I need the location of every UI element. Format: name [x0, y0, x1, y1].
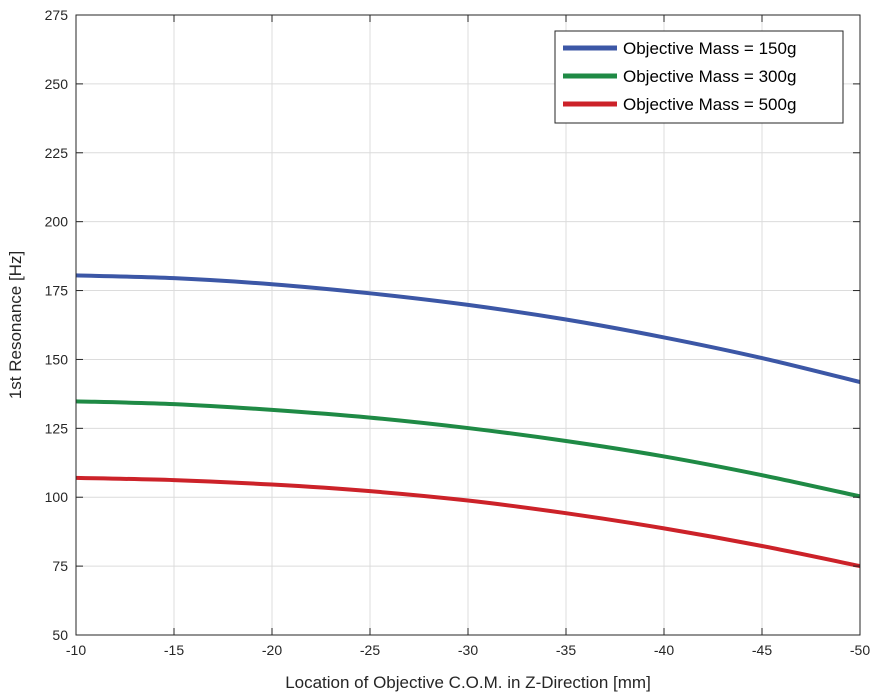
y-tick-label: 150: [45, 351, 69, 367]
legend-label-1: Objective Mass = 150g: [623, 39, 796, 58]
x-tick-label: -35: [556, 642, 576, 658]
series-lines: [75, 273, 861, 569]
y-tick-label: 200: [45, 214, 69, 230]
y-tick-label: 75: [52, 558, 68, 574]
y-tick-label: 250: [45, 76, 69, 92]
x-tick-label: -20: [262, 642, 282, 658]
y-tick-label: 225: [45, 145, 69, 161]
axis-ticks: [75, 14, 861, 636]
y-tick-label: 50: [52, 627, 68, 643]
series-line-3: [75, 475, 861, 569]
legend: Objective Mass = 150g Objective Mass = 30…: [554, 30, 844, 124]
x-tick-label: -30: [458, 642, 478, 658]
y-tick-label: 100: [45, 489, 69, 505]
x-tick-label: -15: [164, 642, 184, 658]
x-tick-label: -10: [66, 642, 86, 658]
x-tick-label: -25: [360, 642, 380, 658]
y-tick-label: 275: [45, 7, 69, 23]
x-axis-title: Location of Objective C.O.M. in Z-Direct…: [285, 673, 651, 692]
series-line-1: [75, 273, 861, 384]
x-tick-labels: -10 -15 -20 -25 -30 -35 -40 -45 -50: [66, 642, 870, 658]
legend-label-2: Objective Mass = 300g: [623, 67, 796, 86]
series-line-2: [75, 399, 861, 499]
y-axis-title: 1st Resonance [Hz]: [6, 251, 25, 399]
y-tick-labels: 50 75 100 125 150 175 200 225 250 275: [45, 7, 69, 643]
legend-label-3: Objective Mass = 500g: [623, 95, 796, 114]
y-tick-label: 125: [45, 420, 69, 436]
x-tick-label: -45: [752, 642, 772, 658]
x-tick-label: -50: [850, 642, 870, 658]
x-tick-label: -40: [654, 642, 674, 658]
y-tick-label: 175: [45, 283, 69, 299]
